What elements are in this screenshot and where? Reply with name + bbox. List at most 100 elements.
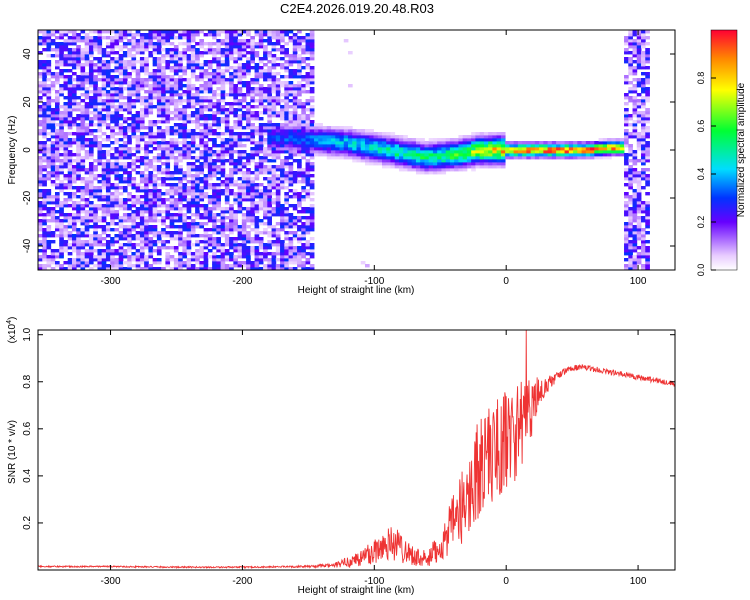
heatmap-cell: [212, 171, 217, 175]
heatmap-cell: [101, 243, 107, 247]
heatmap-cell: [373, 150, 379, 154]
heatmap-cell: [127, 171, 132, 175]
heatmap-cell: [641, 90, 646, 94]
heatmap-cell: [309, 183, 315, 187]
heatmap-cell: [186, 57, 192, 61]
heatmap-cell: [207, 171, 213, 175]
heatmap-cell: [343, 153, 349, 157]
heatmap-cell: [607, 144, 612, 148]
heatmap-cell: [148, 126, 154, 130]
heatmap-cell: [42, 252, 47, 256]
heatmap-cell: [165, 81, 171, 85]
heatmap-cell: [67, 156, 73, 160]
heatmap-cell: [624, 117, 629, 121]
heatmap-cell: [46, 201, 52, 205]
heatmap-cell: [216, 231, 222, 235]
heatmap-cell: [144, 237, 149, 241]
heatmap-cell: [216, 267, 222, 270]
heatmap-cell: [165, 48, 171, 52]
heatmap-cell: [258, 150, 264, 154]
heatmap-cell: [284, 48, 289, 52]
heatmap-cell: [415, 147, 421, 151]
heatmap-cell: [182, 132, 188, 136]
heatmap-cell: [492, 165, 498, 169]
heatmap-cell: [88, 165, 94, 169]
heatmap-cell: [258, 144, 264, 148]
heatmap-cell: [441, 141, 447, 145]
heatmap-cell: [547, 156, 553, 160]
heatmap-cell: [246, 135, 251, 139]
heatmap-cell: [101, 36, 107, 40]
heatmap-cell: [628, 180, 633, 184]
heatmap-cell: [237, 192, 243, 196]
heatmap-cell: [517, 150, 523, 154]
heatmap-cell: [267, 180, 272, 184]
heatmap-cell: [636, 111, 642, 115]
heatmap-cell: [105, 165, 111, 169]
heatmap-cell: [258, 258, 264, 262]
heatmap-cell: [161, 192, 166, 196]
heatmap-cell: [641, 84, 646, 88]
heatmap-cell: [173, 216, 179, 220]
heatmap-cell: [641, 255, 646, 259]
heatmap-cell: [63, 123, 69, 127]
heatmap-cell: [38, 243, 43, 247]
heatmap-cell: [216, 219, 222, 223]
heatmap-cell: [156, 213, 162, 217]
heatmap-cell: [97, 42, 103, 46]
heatmap-cell: [284, 69, 289, 73]
heatmap-cell: [360, 159, 366, 163]
heatmap-cell: [127, 156, 132, 160]
heatmap-cell: [607, 153, 612, 157]
heatmap-cell: [288, 216, 294, 220]
heatmap-cell: [71, 159, 77, 163]
heatmap-cell: [237, 102, 243, 106]
heatmap-cell: [76, 216, 81, 220]
heatmap-cell: [148, 36, 154, 40]
heatmap-cell: [182, 264, 188, 268]
heatmap-cell: [80, 180, 86, 184]
heatmap-cell: [139, 147, 145, 151]
heatmap-cell: [59, 240, 64, 244]
heatmap-cell: [190, 51, 196, 55]
heatmap-cell: [632, 192, 638, 196]
heatmap-cell: [271, 111, 277, 115]
heatmap-cell: [250, 261, 255, 265]
heatmap-cell: [632, 132, 638, 136]
heatmap-cell: [84, 240, 90, 244]
heatmap-cell: [173, 237, 179, 241]
heatmap-cell: [139, 156, 145, 160]
heatmap-cell: [50, 240, 56, 244]
heatmap-cell: [241, 138, 247, 142]
heatmap-cell: [254, 165, 260, 169]
heatmap-cell: [186, 171, 192, 175]
heatmap-cell: [560, 147, 565, 151]
heatmap-cell: [254, 219, 260, 223]
heatmap-cell: [241, 81, 247, 85]
heatmap-cell: [250, 267, 255, 270]
heatmap-cell: [246, 117, 251, 121]
heatmap-cell: [594, 141, 599, 145]
heatmap-cell: [445, 162, 451, 166]
heatmap-cell: [46, 144, 52, 148]
heatmap-cell: [199, 66, 205, 70]
heatmap-cell: [199, 177, 205, 181]
heatmap-cell: [636, 117, 642, 121]
heatmap-cell: [309, 111, 315, 115]
heatmap-cell: [84, 39, 90, 43]
heatmap-cell: [38, 36, 43, 40]
heatmap-cell: [165, 42, 171, 46]
heatmap-cell: [280, 66, 285, 70]
heatmap-cell: [275, 153, 281, 157]
heatmap-cell: [80, 108, 86, 112]
heatmap-cell: [50, 123, 56, 127]
heatmap-cell: [246, 252, 251, 256]
heatmap-cell: [38, 174, 43, 178]
heatmap-cell: [458, 168, 464, 172]
heatmap-cell: [186, 42, 192, 46]
heatmap-cell: [254, 81, 260, 85]
heatmap-cell: [203, 84, 209, 88]
heatmap-cell: [297, 219, 302, 223]
heatmap-cell: [394, 165, 400, 169]
heatmap-cell: [144, 183, 149, 187]
